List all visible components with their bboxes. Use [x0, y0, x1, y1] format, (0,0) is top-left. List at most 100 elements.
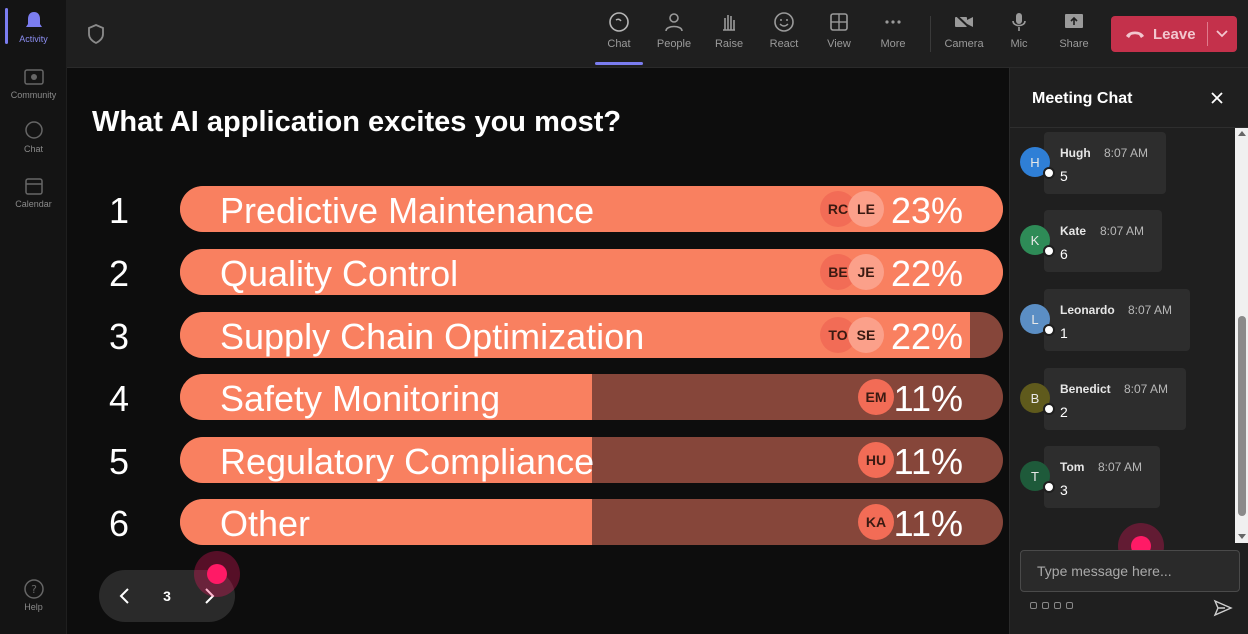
active-tab-indicator	[595, 62, 643, 65]
chat-title: Meeting Chat	[1032, 90, 1133, 107]
people-button[interactable]: People	[648, 10, 700, 50]
option-number: 6	[108, 503, 130, 544]
rail-item-label: Community	[10, 90, 57, 100]
poll-option: 2 Quality Control BE JE 22%	[67, 249, 1009, 295]
pointer-highlight	[194, 551, 240, 597]
meeting-toolbar: Chat People Raise React View More Camera…	[67, 0, 1248, 68]
compose-toolbar	[1030, 602, 1073, 609]
more-button-label: More	[880, 38, 906, 50]
option-bar-fill	[180, 499, 592, 545]
attach-icon[interactable]	[1042, 602, 1049, 609]
status-dot	[1043, 481, 1055, 493]
option-bar: Safety Monitoring EM 11%	[180, 374, 1003, 420]
chat-message: Kate 8:07 AM 6 K	[1010, 210, 1235, 274]
rail-item-help[interactable]: ? Help	[0, 578, 67, 612]
shield-icon[interactable]	[87, 24, 105, 44]
message-bubble: Leonardo 8:07 AM 1	[1044, 289, 1190, 351]
rail-item-label: Activity	[19, 34, 48, 44]
camera-button[interactable]: Camera	[938, 10, 990, 50]
chevron-down-icon[interactable]	[1215, 27, 1229, 41]
chat-message: Benedict 8:07 AM 2 B	[1010, 368, 1235, 432]
poll-question: What AI application excites you most?	[92, 106, 622, 138]
chat-scrollbar[interactable]	[1235, 128, 1248, 543]
chevron-left-icon[interactable]	[117, 586, 133, 606]
rail-item-activity[interactable]: Activity	[0, 10, 67, 44]
rail-active-indicator	[5, 8, 8, 44]
message-input[interactable]	[1020, 550, 1240, 592]
page-number: 3	[163, 588, 171, 604]
mic-button-label: Mic	[1010, 38, 1028, 50]
sender-name: Tom	[1060, 460, 1085, 474]
poll-option: 5 Regulatory Compliance HU 11%	[67, 437, 1009, 483]
chat-button-label: Chat	[607, 38, 631, 50]
option-bar: Quality Control BE JE 22%	[180, 249, 1003, 295]
voter-avatar: LE	[848, 191, 884, 227]
emoji-icon[interactable]	[1054, 602, 1061, 609]
rail-item-calendar[interactable]: Calendar	[0, 175, 67, 209]
calendar-icon	[24, 178, 43, 195]
option-number: 4	[108, 378, 130, 419]
option-number: 1	[108, 190, 130, 231]
message-time: 8:07 AM	[1104, 146, 1149, 160]
chat-messages[interactable]: Hugh 8:07 AM 5 H Kate 8:07 AM 6 K Leonar…	[1010, 128, 1248, 543]
close-icon[interactable]	[1210, 91, 1224, 105]
option-percent: 23%	[890, 190, 963, 231]
scroll-down-icon[interactable]	[1238, 534, 1246, 539]
option-label: Quality Control	[220, 253, 459, 294]
app-rail: Activity Community Chat Calendar ? Help	[0, 0, 67, 634]
option-label: Supply Chain Optimization	[220, 316, 645, 357]
chat-button[interactable]: Chat	[593, 10, 645, 65]
message-time: 8:07 AM	[1128, 303, 1173, 317]
option-number: 5	[108, 441, 130, 482]
help-icon: ?	[23, 579, 44, 599]
option-bar: Supply Chain Optimization TO SE 22%	[180, 312, 1003, 358]
share-button-label: Share	[1059, 38, 1089, 50]
status-dot	[1043, 245, 1055, 257]
mic-button[interactable]: Mic	[993, 10, 1045, 50]
poll-option: 1 Predictive Maintenance RC LE 23%	[67, 186, 1009, 232]
voter-avatar: JE	[848, 254, 884, 290]
grid-icon	[830, 13, 848, 31]
rail-item-chat[interactable]: Chat	[0, 120, 67, 154]
option-percent: 22%	[890, 316, 963, 357]
leave-button[interactable]: Leave	[1111, 16, 1237, 52]
raise-hand-label: Raise	[714, 38, 744, 50]
gif-icon[interactable]	[1066, 602, 1073, 609]
more-button[interactable]: More	[867, 10, 919, 50]
sender-name: Hugh	[1060, 146, 1091, 160]
hand-icon	[723, 15, 735, 31]
mic-icon	[1012, 13, 1026, 31]
rail-item-label: Chat	[23, 144, 43, 154]
raise-hand-button[interactable]: Raise	[703, 10, 755, 50]
option-percent: 22%	[890, 253, 963, 294]
chat-header: Meeting Chat	[1010, 68, 1248, 128]
view-button[interactable]: View	[813, 10, 865, 50]
voter-avatar: RC	[820, 191, 856, 227]
scroll-up-icon[interactable]	[1238, 131, 1246, 136]
toolbar-divider	[930, 16, 931, 52]
message-bubble: Benedict 8:07 AM 2	[1044, 368, 1186, 430]
option-label: Other	[220, 503, 311, 544]
camera-off-icon	[954, 13, 973, 31]
voter-avatar: EM	[858, 379, 894, 415]
view-button-label: View	[827, 38, 851, 50]
send-icon[interactable]	[1213, 599, 1233, 617]
chevron-right-icon[interactable]	[201, 586, 217, 606]
format-icon[interactable]	[1030, 602, 1037, 609]
react-button[interactable]: React	[758, 10, 810, 50]
share-icon	[1065, 14, 1083, 28]
message-time: 8:07 AM	[1098, 460, 1143, 474]
people-icon	[665, 13, 683, 32]
rail-item-community[interactable]: Community	[0, 66, 67, 100]
message-bubble: Hugh 8:07 AM 5	[1044, 132, 1166, 194]
option-percent: 11%	[893, 441, 963, 482]
option-bar: Other KA 11%	[180, 499, 1003, 545]
people-button-label: People	[656, 38, 692, 50]
poll-option: 3 Supply Chain Optimization TO SE 22%	[67, 312, 1009, 358]
voter-avatar: SE	[848, 317, 884, 353]
scroll-thumb[interactable]	[1238, 316, 1246, 516]
rail-item-label: Help	[24, 602, 43, 612]
share-button[interactable]: Share	[1048, 10, 1100, 50]
poll-results: What AI application excites you most? 1 …	[67, 68, 1009, 634]
chat-message: Hugh 8:07 AM 5 H	[1010, 132, 1235, 196]
